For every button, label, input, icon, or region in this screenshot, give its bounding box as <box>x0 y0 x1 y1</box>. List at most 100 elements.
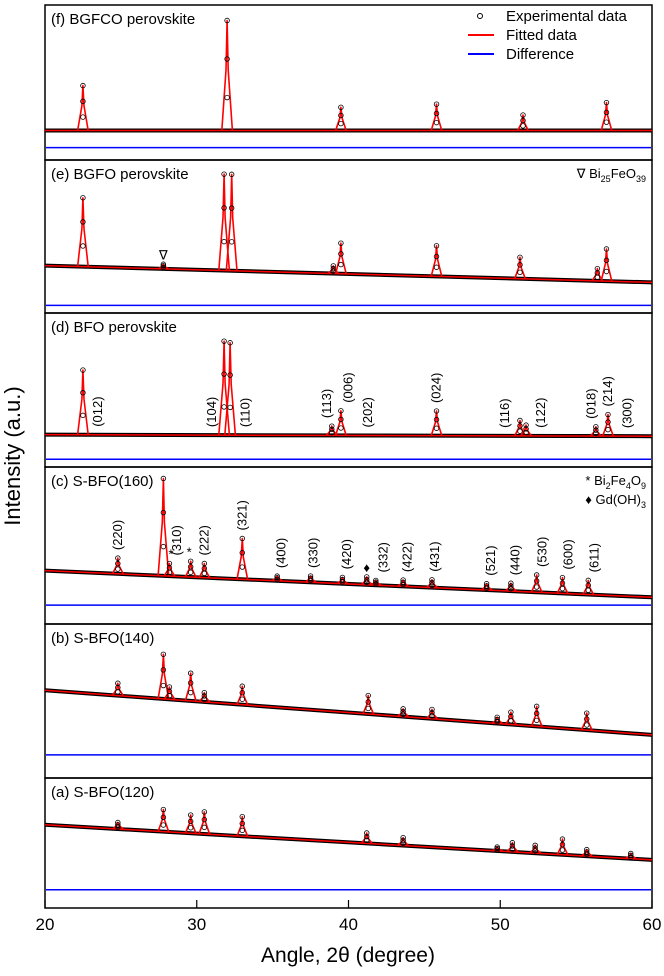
experimental-point <box>224 17 230 24</box>
fit-background <box>44 569 653 599</box>
experimental-point <box>228 205 235 211</box>
hkl-label: (330) <box>306 538 321 568</box>
experimental-point <box>509 840 516 846</box>
fitted-peak <box>76 369 89 435</box>
experimental-point <box>160 263 167 269</box>
fitted-peak <box>530 574 543 593</box>
legend-label: Fitted data <box>506 27 578 44</box>
experimental-point <box>224 94 230 101</box>
formula-part: 4 <box>626 481 631 491</box>
experimental-point <box>227 372 233 378</box>
experimental-point <box>329 429 335 436</box>
experimental-point <box>517 254 523 261</box>
experimental-point <box>187 680 194 686</box>
experimental-point <box>80 82 86 89</box>
fitted-peak <box>513 256 527 279</box>
formula-part: FeO <box>611 166 636 181</box>
hkl-label: (116) <box>497 398 512 427</box>
fitted-peak <box>530 705 543 727</box>
experimental-point <box>533 717 540 724</box>
hkl-label: (012) <box>90 396 105 426</box>
fitted-peak <box>218 340 231 436</box>
experimental-point <box>509 843 516 849</box>
experimental-point <box>433 253 440 260</box>
panel-label: (b) S-BFO(140) <box>51 630 154 647</box>
experimental-point <box>201 693 208 699</box>
experimental-point <box>239 690 245 696</box>
hkl-label: (024) <box>429 373 444 403</box>
experimental-point <box>364 833 370 840</box>
hkl-label: (310) <box>169 525 184 555</box>
experimental-point <box>228 239 235 245</box>
fitted-peak <box>580 712 593 731</box>
experimental-point <box>429 582 435 588</box>
experimental-point <box>239 814 245 820</box>
experimental-point <box>433 243 440 249</box>
experimental-point <box>585 577 591 584</box>
experimental-point <box>433 425 440 431</box>
hkl-label: (222) <box>196 525 211 555</box>
experimental-point <box>187 689 194 696</box>
experimental-point <box>187 670 194 676</box>
experimental-point <box>115 566 121 572</box>
experimental-point <box>166 684 173 690</box>
experimental-point <box>227 404 233 411</box>
experimental-point <box>584 722 590 728</box>
fitted-peak <box>334 106 347 131</box>
panel-label: (c) S-BFO(160) <box>51 473 154 490</box>
experimental-point <box>201 570 208 577</box>
experimental-point <box>523 426 529 432</box>
experimental-point <box>508 580 514 586</box>
experimental-point <box>494 844 500 850</box>
experimental-point <box>221 205 227 211</box>
phase-marker: * <box>187 544 192 559</box>
experimental-point <box>221 404 227 410</box>
hkl-label: (202) <box>360 397 375 427</box>
experimental-point <box>338 104 344 110</box>
panel: (b) S-BFO(140) <box>44 623 653 779</box>
experimental-point <box>80 367 86 373</box>
hkl-label: (521) <box>483 545 498 575</box>
hkl-label: (122) <box>533 398 548 428</box>
experimental-point <box>115 822 121 828</box>
hkl-label: (214) <box>600 376 615 406</box>
experimental-point <box>559 580 566 586</box>
experimental-point <box>338 251 344 257</box>
experimental-point <box>160 682 167 689</box>
experimental-point <box>433 110 440 117</box>
panel: (d) BFO perovskite (012) (104) (110) (113) (0… <box>44 312 653 468</box>
legend-marker <box>477 13 483 19</box>
hkl-label: (422) <box>400 542 415 572</box>
experimental-point <box>160 264 167 271</box>
experimental-point <box>201 824 208 831</box>
experimental-point <box>593 430 599 436</box>
experimental-point <box>338 112 344 119</box>
fitted-peak <box>430 410 443 436</box>
experimental-point <box>584 710 590 716</box>
experimental-point <box>166 560 173 567</box>
experimental-point <box>559 585 566 592</box>
experimental-point <box>187 818 194 825</box>
experimental-point <box>628 850 634 857</box>
experimental-point <box>364 837 370 843</box>
hkl-label: (332) <box>375 542 390 572</box>
experimental-point <box>338 120 344 127</box>
experimental-point <box>339 576 346 583</box>
fitted-peak <box>224 341 237 436</box>
panel-label: (a) S-BFO(120) <box>51 784 154 801</box>
experimental-point <box>603 268 610 275</box>
marker-symbol: ∇ <box>576 166 586 181</box>
hkl-label: (300) <box>620 398 635 428</box>
fitted-peak <box>334 242 347 274</box>
hkl-label: (110) <box>237 398 252 427</box>
experimental-point <box>160 543 167 550</box>
experimental-point <box>533 584 540 590</box>
experimental-point <box>433 264 440 270</box>
experimental-point <box>433 416 440 423</box>
experimental-point <box>508 586 514 592</box>
experimental-point <box>494 716 500 723</box>
experimental-point <box>221 171 227 177</box>
experimental-point <box>239 535 245 542</box>
experimental-point <box>429 577 435 583</box>
